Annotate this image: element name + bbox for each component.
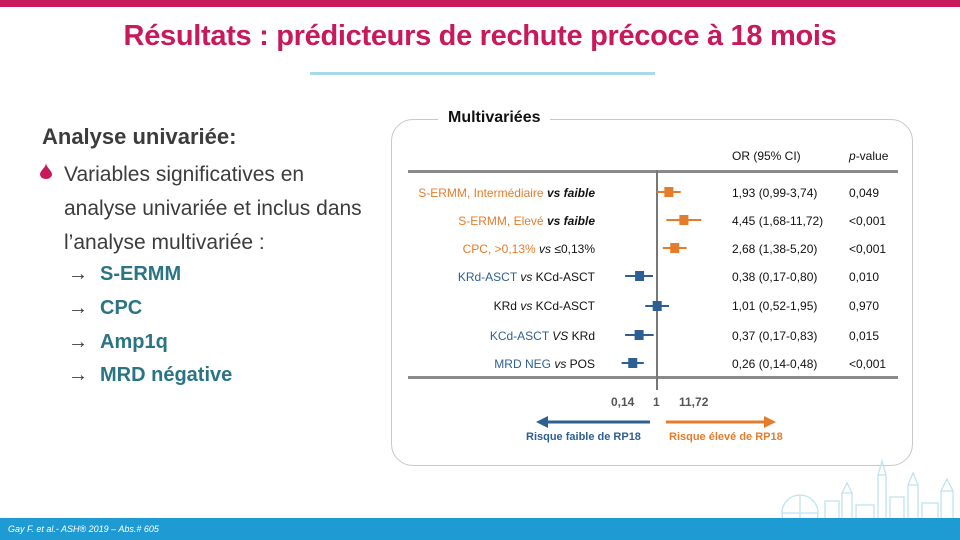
row-label-main: S-ERMM, Elevé [458, 214, 544, 228]
row-label: KRd-ASCT vs KCd-ASCT [458, 270, 595, 284]
row-label-main: KRd [493, 299, 517, 313]
list-item-label: CPC [100, 297, 143, 319]
row-label-vs: vs [539, 242, 552, 256]
row-label-ref: faible [563, 186, 595, 200]
row-label-main: CPC, >0,13% [462, 242, 536, 256]
or-cell: 1,93 (0,99-3,74) [732, 186, 818, 200]
p-letter: p [849, 149, 856, 163]
column-header-p: p-value [849, 149, 888, 163]
panel-title: Multivariées [438, 109, 551, 127]
or-cell: 1,01 (0,52-1,95) [732, 299, 818, 313]
row-label-main: MRD NEG [494, 357, 551, 371]
p-suffix: -value [855, 149, 889, 163]
slide-title: Résultats : prédicteurs de rechute préco… [123, 20, 837, 52]
risk-arrows [536, 416, 776, 428]
p-cell: 0,010 [849, 270, 880, 284]
top-accent-bar [0, 0, 960, 7]
arrow-right-icon: → [68, 364, 88, 386]
row-label-vs: vs [546, 214, 561, 228]
p-cell: <0,001 [849, 357, 887, 371]
row-label-main: KRd-ASCT [457, 270, 517, 284]
row-label-main: KCd-ASCT [489, 329, 549, 343]
arrow-right-icon [666, 416, 776, 428]
row-label: S-ERMM, Intermédiaire vs faible [418, 186, 595, 200]
row-label-ref: POS [569, 357, 595, 371]
row-label-ref: KCd-ASCT [535, 270, 595, 284]
column-header-or: OR (95% CI) [732, 149, 801, 163]
axis-tick-min: 0,14 [611, 395, 635, 409]
row-label-ref: KRd [571, 329, 595, 343]
citation: Gay F. et al.- ASH® 2019 – Abs.# 605 [8, 524, 159, 534]
row-label: KCd-ASCT VS KRd [490, 329, 595, 343]
table-bottom-rule [408, 376, 898, 379]
p-cell: <0,001 [849, 214, 887, 228]
list-item-cpc: → CPC [68, 297, 142, 320]
arrow-left-icon [536, 416, 650, 428]
arrow-right-icon: → [68, 263, 88, 285]
arrow-right-icon: → [68, 297, 88, 319]
univariate-heading: Analyse univariée: [42, 124, 237, 149]
bullet-text: Variables significatives en analyse univ… [64, 163, 362, 254]
row-label-vs: vs [520, 270, 533, 284]
or-cell: 0,38 (0,17-0,80) [732, 270, 818, 284]
row-label-vs: vs [554, 357, 567, 371]
row-label: CPC, >0,13% vs ≤0,13% [463, 242, 595, 256]
or-cell: 0,26 (0,14-0,48) [732, 357, 818, 371]
risk-high-label: Risque élevé de RP18 [669, 431, 783, 443]
row-label-ref: faible [563, 214, 595, 228]
p-cell: 0,015 [849, 329, 880, 343]
row-label-main: S-ERMM, Intermédiaire [418, 186, 544, 200]
axis-tick-max: 11,72 [679, 395, 709, 409]
city-skyline-illustration [781, 458, 954, 525]
row-label-vs: vs [520, 299, 533, 313]
multivariate-panel [391, 119, 913, 466]
title-underline [310, 72, 655, 75]
list-item-label: Amp1q [100, 331, 168, 353]
or-cell: 0,37 (0,17-0,83) [732, 329, 818, 343]
row-label-ref: KCd-ASCT [535, 299, 595, 313]
row-label-vs: vs [546, 186, 561, 200]
list-item-label: MRD négative [100, 364, 233, 386]
row-label: S-ERMM, Elevé vs faible [458, 214, 595, 228]
table-top-rule [408, 170, 898, 173]
row-label: MRD NEG vs POS [494, 357, 595, 371]
p-cell: 0,970 [849, 299, 880, 313]
or-cell: 4,45 (1,68-11,72) [732, 214, 824, 228]
or-cell: 2,68 (1,38-5,20) [732, 242, 818, 256]
row-label: KRd vs KCd-ASCT [494, 299, 595, 313]
arrow-right-icon: → [68, 331, 88, 353]
axis-tick-one: 1 [653, 395, 660, 409]
footer-bar [0, 518, 960, 540]
list-item-mrd: → MRD négative [68, 364, 232, 387]
row-label-vs: VS [552, 329, 569, 343]
list-item-amp1q: → Amp1q [68, 331, 168, 354]
risk-low-label: Risque faible de RP18 [526, 431, 641, 443]
p-cell: <0,001 [849, 242, 887, 256]
list-item-label: S-ERMM [100, 263, 182, 285]
p-cell: 0,049 [849, 186, 880, 200]
reference-line [656, 170, 658, 390]
row-label-ref: ≤0,13% [554, 242, 595, 256]
list-item-s-ermm: → S-ERMM [68, 263, 181, 286]
drop-bullet-icon [40, 163, 52, 179]
